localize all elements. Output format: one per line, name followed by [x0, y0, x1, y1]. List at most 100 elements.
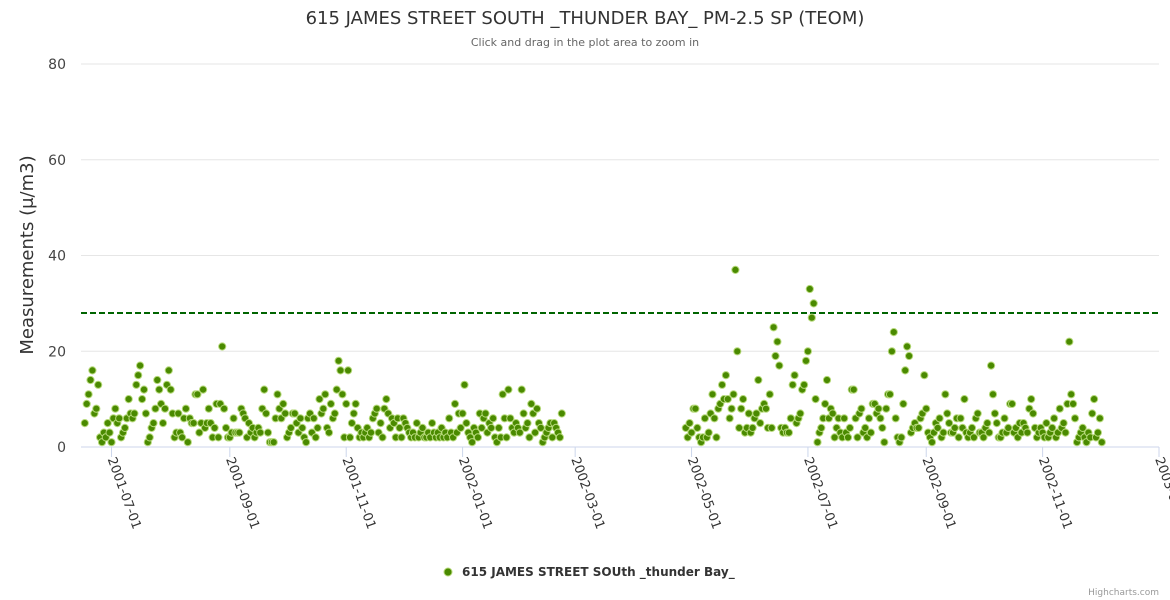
data-point[interactable]: [84, 390, 93, 399]
data-point[interactable]: [922, 404, 931, 413]
data-point[interactable]: [805, 284, 814, 294]
data-point[interactable]: [487, 423, 496, 432]
data-point[interactable]: [302, 438, 311, 447]
data-point[interactable]: [845, 423, 855, 432]
legend-item-label[interactable]: 615 JAMES STREET SOUth _thunder Bay_: [462, 565, 735, 580]
data-point[interactable]: [843, 433, 853, 442]
data-point[interactable]: [502, 433, 511, 442]
data-point[interactable]: [687, 428, 696, 437]
data-point[interactable]: [1061, 428, 1070, 437]
data-point[interactable]: [1078, 423, 1087, 432]
data-point[interactable]: [731, 265, 740, 274]
data-point[interactable]: [313, 423, 322, 432]
data-point[interactable]: [1042, 419, 1051, 428]
data-point[interactable]: [349, 409, 358, 418]
data-point[interactable]: [803, 347, 813, 356]
data-point[interactable]: [132, 380, 141, 389]
data-point[interactable]: [853, 433, 862, 442]
data-point[interactable]: [821, 399, 830, 408]
data-point[interactable]: [874, 404, 883, 413]
data-point[interactable]: [332, 385, 341, 394]
data-point[interactable]: [94, 380, 103, 389]
data-point[interactable]: [817, 423, 826, 432]
data-point[interactable]: [557, 409, 566, 418]
data-point[interactable]: [218, 342, 227, 351]
data-point[interactable]: [319, 404, 328, 413]
data-point[interactable]: [857, 404, 866, 413]
data-point[interactable]: [800, 380, 809, 389]
data-point[interactable]: [967, 423, 977, 432]
data-point[interactable]: [721, 371, 731, 380]
data-point[interactable]: [80, 419, 89, 428]
data-point[interactable]: [296, 414, 305, 423]
data-point[interactable]: [725, 414, 734, 423]
data-point[interactable]: [174, 409, 183, 418]
data-point[interactable]: [809, 299, 818, 308]
data-point[interactable]: [1088, 409, 1097, 418]
data-point[interactable]: [954, 433, 963, 442]
data-point[interactable]: [88, 366, 97, 375]
data-point[interactable]: [103, 419, 112, 428]
data-point[interactable]: [796, 409, 805, 418]
data-point[interactable]: [840, 414, 849, 423]
data-point[interactable]: [761, 404, 771, 413]
data-point[interactable]: [138, 395, 147, 404]
data-point[interactable]: [1069, 399, 1078, 408]
data-point[interactable]: [704, 428, 713, 437]
data-point[interactable]: [765, 390, 774, 399]
data-point[interactable]: [941, 390, 950, 399]
credits-link[interactable]: Highcharts.com: [1088, 588, 1159, 598]
data-point[interactable]: [1027, 395, 1036, 404]
data-point[interactable]: [345, 433, 355, 442]
data-point[interactable]: [866, 428, 876, 437]
data-point[interactable]: [450, 399, 460, 408]
data-point[interactable]: [943, 409, 952, 418]
data-point[interactable]: [494, 423, 503, 432]
data-point[interactable]: [987, 361, 996, 370]
data-point[interactable]: [527, 399, 536, 408]
data-point[interactable]: [935, 414, 944, 423]
data-point[interactable]: [149, 419, 158, 428]
data-point[interactable]: [939, 428, 948, 437]
data-point[interactable]: [905, 351, 914, 361]
data-point[interactable]: [220, 404, 229, 413]
data-point[interactable]: [767, 423, 776, 432]
data-point[interactable]: [885, 390, 895, 399]
data-point[interactable]: [807, 313, 816, 322]
data-point[interactable]: [139, 385, 149, 394]
data-point[interactable]: [555, 433, 565, 442]
data-point[interactable]: [141, 409, 150, 418]
data-point[interactable]: [708, 390, 717, 399]
data-point[interactable]: [920, 371, 929, 380]
data-point[interactable]: [887, 347, 897, 356]
data-point[interactable]: [115, 414, 124, 423]
data-point[interactable]: [752, 409, 761, 418]
data-point[interactable]: [473, 433, 482, 442]
data-point[interactable]: [691, 404, 700, 413]
data-point[interactable]: [366, 428, 376, 437]
data-point[interactable]: [880, 438, 889, 447]
data-point[interactable]: [1059, 419, 1068, 428]
data-point[interactable]: [181, 404, 190, 413]
data-point[interactable]: [160, 404, 170, 413]
data-point[interactable]: [260, 385, 269, 394]
data-point[interactable]: [973, 409, 982, 418]
data-point[interactable]: [756, 419, 765, 428]
data-point[interactable]: [933, 423, 942, 432]
data-point[interactable]: [158, 419, 168, 428]
data-point[interactable]: [382, 395, 391, 404]
data-point[interactable]: [263, 428, 273, 437]
data-point[interactable]: [1093, 428, 1103, 437]
data-point[interactable]: [788, 380, 797, 389]
data-point[interactable]: [468, 438, 477, 447]
legend[interactable]: 615 JAMES STREET SOUth _thunder Bay_: [443, 565, 735, 580]
data-point[interactable]: [92, 404, 101, 413]
data-point[interactable]: [882, 404, 891, 413]
data-point[interactable]: [344, 366, 353, 375]
data-point[interactable]: [1055, 404, 1064, 413]
data-point[interactable]: [878, 423, 887, 432]
data-point[interactable]: [326, 399, 335, 408]
data-point[interactable]: [983, 419, 992, 428]
data-point[interactable]: [321, 390, 330, 399]
data-point[interactable]: [235, 428, 244, 437]
